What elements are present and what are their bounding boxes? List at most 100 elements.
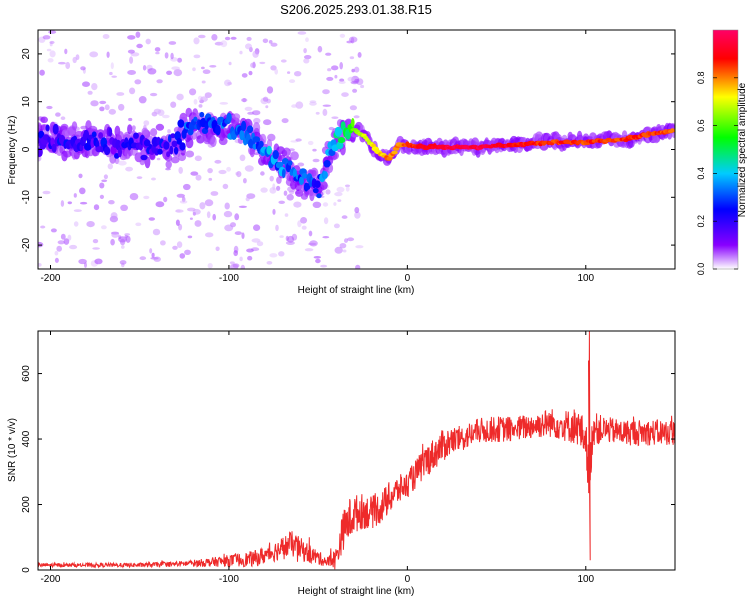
spectrogram-ridge-cell (51, 143, 57, 153)
spectrogram-noise-blob (327, 68, 332, 72)
spectrogram-noise-blob (201, 66, 205, 70)
spectrogram-noise-blob (338, 80, 346, 84)
spectrogram-ridge-cell (281, 168, 286, 179)
spectrogram-noise-blob (223, 210, 233, 218)
spectrogram-ridge-cell (215, 125, 221, 136)
spectrogram-noise-blob (241, 232, 245, 239)
spectrogram-noise-blob (218, 169, 227, 175)
spectrogram-noise-blob (248, 70, 253, 76)
spectrogram-noise-blob (297, 220, 302, 228)
spectrogram-noise-blob (284, 213, 289, 217)
spectrogram-noise-blob (266, 261, 273, 265)
spectrogram-ridge-halo (40, 116, 48, 124)
spectrogram-noise-blob (167, 129, 171, 134)
spectrogram-noise-blob (322, 89, 330, 95)
spectrogram-noise-blob (320, 264, 328, 268)
spectrogram-noise-blob (127, 35, 136, 40)
spectrogram-noise-blob (168, 41, 177, 45)
colorbar-tick-label: 0.0 (696, 263, 706, 276)
spectrogram-noise-blob (72, 56, 77, 64)
spectrogram-noise-blob (272, 208, 276, 215)
spectrogram-noise-blob (108, 108, 117, 115)
spectrogram-noise-blob (274, 68, 279, 75)
spectrogram-noise-blob (233, 250, 238, 257)
spectrogram-noise-blob (322, 202, 329, 207)
spectrogram-noise-blob (281, 118, 289, 124)
spectrogram-ridge-cell (171, 140, 178, 148)
spectrogram-noise-blob (312, 148, 317, 152)
spectrogram-noise-blob (252, 110, 261, 116)
spectrogram-noise-blob (86, 221, 95, 228)
spectrogram-noise-blob (184, 249, 191, 255)
spectrogram-ridge-cell (272, 150, 279, 160)
spectrogram-noise-blob (339, 33, 346, 38)
spectrogram-ridge-cell (45, 124, 50, 132)
spectrogram-noise-blob (119, 238, 126, 246)
spectrogram-noise-blob (93, 204, 100, 211)
spectrogram-noise-blob (308, 230, 313, 237)
spectrogram-noise-blob (345, 184, 350, 188)
spectrogram-noise-blob (135, 222, 142, 227)
spectrogram-noise-blob (185, 150, 195, 158)
colorbar-tick-label: 0.6 (696, 119, 706, 132)
spectrogram-noise-blob (67, 201, 73, 205)
spectrogram-noise-blob (291, 104, 297, 108)
spectrogram-ridge-cell (241, 120, 247, 132)
spectrogram-noise-blob (303, 58, 310, 64)
spectrogram-noise-blob (303, 48, 307, 54)
spectrogram-noise-blob (111, 231, 120, 238)
spectrogram-noise-blob (268, 40, 273, 44)
spectrogram-noise-blob (259, 61, 266, 65)
spectrogram-noise-blob (193, 54, 201, 59)
spectrogram-noise-blob (241, 73, 248, 78)
spectrogram-ridge-cell (38, 130, 45, 139)
spectrogram-noise-blob (226, 166, 232, 172)
spectrogram-noise-blob (101, 179, 108, 183)
spectrogram-noise-blob (323, 217, 329, 225)
spectrogram-noise-blob (73, 193, 77, 198)
spectrogram-ridge-cell (199, 111, 205, 118)
spectrogram-noise-blob (138, 96, 147, 104)
spectrogram-noise-blob (251, 238, 261, 243)
spectrogram-noise-blob (46, 48, 52, 52)
snr-background (38, 331, 675, 570)
spectrogram-noise-blob (337, 199, 342, 202)
spectrogram-noise-blob (111, 75, 117, 78)
spectrogram-noise-blob (315, 258, 321, 264)
spectrogram-noise-blob (354, 211, 361, 219)
spectrogram-noise-blob (125, 166, 133, 172)
spectrogram-ridge-halo (165, 160, 172, 169)
spectrogram-noise-blob (118, 103, 125, 111)
spectrogram-noise-blob (346, 40, 353, 44)
spectrogram-noise-blob (92, 239, 99, 244)
spectrogram-noise-blob (90, 100, 99, 107)
spectrogram-frame (37, 29, 676, 270)
spectrogram-ridge-cell (239, 130, 245, 141)
snr-ytick-label: 0 (21, 567, 32, 573)
spectrogram-noise-blob (129, 56, 134, 64)
spectrogram-noise-blob (56, 245, 62, 252)
spectrogram-ridge-cell (157, 148, 163, 155)
spectrogram-ridge-cell (314, 180, 321, 188)
spectrogram-noise-blob (328, 126, 335, 131)
spectrogram-ridge-halo (309, 189, 315, 202)
spectrogram-noise-blob (211, 34, 218, 41)
spectrogram-noise-blob (239, 50, 243, 55)
spectrogram-noise-blob (73, 221, 79, 227)
spectrogram-xtick-label: -200 (40, 273, 60, 284)
spectrogram-noise-blob (103, 174, 108, 180)
spectrogram-noise-blob (58, 61, 66, 65)
spectrogram-ridge-cell (52, 123, 59, 135)
spectrogram-noise-blob (136, 43, 143, 49)
colorbar-tick-label: 0.8 (696, 72, 706, 85)
spectrogram-noise-blob (295, 138, 302, 142)
spectrogram-noise-blob (300, 217, 308, 224)
spectrogram-noise-blob (253, 224, 261, 231)
spectrogram-noise-blob (80, 66, 86, 71)
spectrogram-ridge-halo (282, 147, 291, 157)
spectrogram-noise-blob (266, 86, 274, 94)
spectrogram-ridge-cell (316, 193, 322, 199)
spectrogram-noise-blob (160, 240, 166, 246)
